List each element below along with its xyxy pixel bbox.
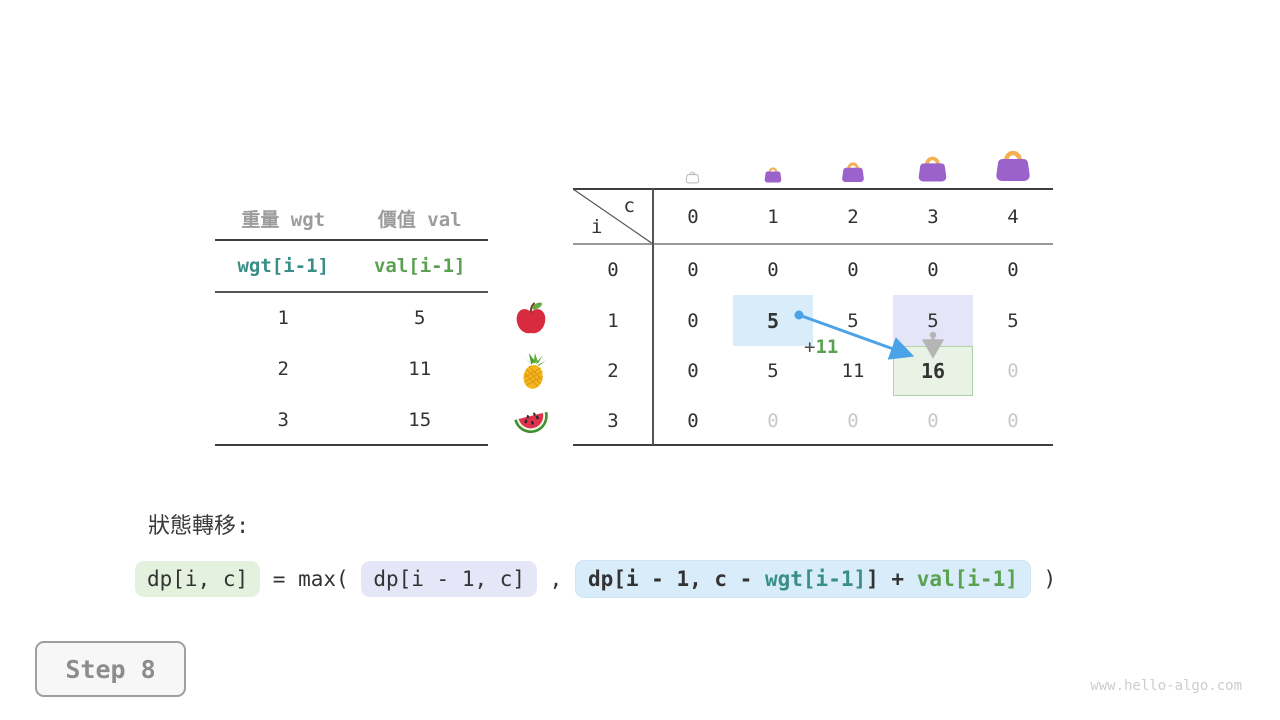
dp-skip-term: dp[i - 1, c] (361, 561, 538, 597)
dp-cell-2-1: 5 (767, 360, 779, 382)
dp-cell-2-2: 11 (841, 360, 865, 382)
item-weight: 2 (277, 357, 289, 380)
dp-cell-1-3-above-highlight: 5 (893, 295, 973, 346)
item-value: 5 (414, 306, 426, 329)
table-rule (215, 239, 488, 241)
take-term-mid: ] + (866, 567, 917, 591)
take-term-val: val[i-1] (916, 567, 1018, 591)
item-value: 11 (408, 357, 432, 380)
site-watermark: www.hello-algo.com (1090, 678, 1242, 694)
bag-icon-capacity-3 (916, 151, 949, 188)
take-term-prefix: dp[i - 1, c - (587, 567, 765, 591)
take-term-wgt: wgt[i-1] (764, 567, 867, 591)
val-index-label: val[i-1] (373, 255, 466, 277)
dp-cell-0-1: 0 (767, 258, 779, 281)
dp-cell-3-1: 0 (767, 410, 779, 432)
table-rule (573, 444, 1053, 446)
comma-separator: , (537, 567, 575, 591)
items-table: 重量 wgt 價值 val wgt[i-1] val[i-1] 1 5 2 11… (215, 196, 488, 445)
value-column-header: 價值 val (377, 208, 462, 231)
col-variable-label: c (623, 195, 635, 217)
bag-icon-capacity-4 (993, 144, 1033, 188)
col-header: 4 (1007, 205, 1019, 228)
row-header: 2 (607, 360, 619, 382)
row-variable-label: i (591, 216, 603, 238)
dp-cell-2-0: 0 (687, 360, 699, 382)
bag-icon-capacity-2 (840, 158, 866, 188)
table-rule (215, 444, 488, 446)
table-rule (573, 243, 1053, 245)
dp-cell-0-2: 0 (847, 258, 859, 281)
dp-cell-3-0: 0 (687, 410, 699, 432)
dp-take-term: dp[i - 1, c - wgt[i-1]] + val[i-1] (574, 560, 1031, 598)
step-badge-label: Step 8 (65, 654, 156, 684)
col-header: 2 (847, 205, 859, 228)
dp-cell-3-3: 0 (927, 410, 939, 432)
dp-cell-2-3-target-highlight: 16 (893, 346, 973, 396)
row-header: 3 (607, 410, 619, 432)
added-value: 11 (815, 336, 839, 358)
added-value-label: +11 (804, 336, 838, 358)
dp-cell-1-4: 5 (1007, 309, 1019, 332)
col-header: 3 (927, 205, 939, 228)
dp-cell-0-0: 0 (687, 258, 699, 281)
dp-table: c i 0 1 2 3 4 0 0 0 0 0 0 1 0 5 5 5 5 2 … (573, 189, 1053, 446)
item-weight: 1 (277, 306, 289, 329)
state-transition-formula: dp[i, c] = max( dp[i - 1, c] , dp[i - 1,… (135, 560, 1056, 598)
dp-cell-3-2: 0 (847, 410, 859, 432)
item-value: 15 (408, 408, 432, 431)
step-badge: Step 8 (35, 641, 186, 697)
col-header: 1 (767, 205, 779, 228)
row-header: 1 (607, 309, 619, 332)
dp-cell-3-4: 0 (1007, 410, 1019, 432)
table-rule (215, 291, 488, 293)
equals-operator: = (260, 567, 299, 591)
weight-column-header: 重量 wgt (241, 208, 326, 231)
dp-current-term: dp[i, c] (135, 561, 261, 597)
table-vertical-rule (652, 189, 654, 445)
dp-cell-1-0: 0 (687, 309, 699, 332)
bag-icon-capacity-1 (763, 164, 783, 188)
dp-cell-1-1-source-highlight: 5 (733, 295, 813, 346)
wgt-index-label: wgt[i-1] (237, 255, 329, 277)
table-rule (573, 188, 1053, 190)
pineapple-icon (516, 352, 552, 394)
item-weight: 3 (277, 408, 289, 431)
dp-cell-0-3: 0 (927, 258, 939, 281)
dp-cell-2-4: 0 (1007, 360, 1019, 382)
watermelon-icon (511, 402, 551, 440)
plus-sign: + (804, 336, 816, 358)
state-transition-heading: 狀態轉移: (148, 514, 250, 539)
col-header: 0 (687, 205, 699, 228)
row-header: 0 (607, 258, 619, 281)
dp-cell-0-4: 0 (1007, 258, 1019, 281)
max-function: max( (298, 567, 362, 591)
bag-icon-capacity-0 (685, 169, 700, 188)
dp-corner-cell: c i (573, 189, 653, 244)
close-paren: ) (1030, 567, 1057, 591)
apple-icon (513, 300, 549, 340)
diagonal-divider (573, 189, 653, 244)
